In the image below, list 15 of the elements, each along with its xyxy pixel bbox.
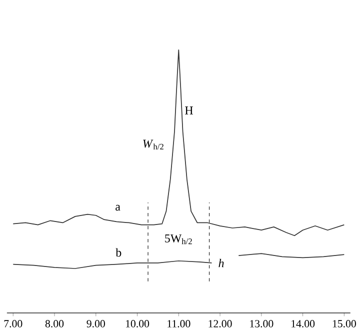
x-tick-label: 11.00 [168,320,190,328]
annotation: H [185,106,193,114]
x-tick-label: 14.00 [292,320,315,328]
annotation: 5W$_{h/2}$ [165,234,192,244]
x-tick-label: 12.00 [208,320,232,328]
annotation: h [218,258,224,268]
x-tick-label: 10.00 [126,320,150,328]
x-tick-label: 7.00 [4,320,22,328]
x-tick-label: 13.00 [250,320,274,328]
x-tick-label: 8.00 [45,320,64,328]
x-tick-label: 15.00 [332,320,356,328]
annotation: a [116,204,120,211]
x-tick-label: 9.00 [86,320,105,328]
annotation: b [116,248,122,257]
annotation: W$_{h/2}$ [143,140,164,150]
